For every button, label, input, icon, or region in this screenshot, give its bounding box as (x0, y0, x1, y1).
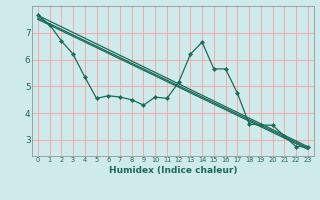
X-axis label: Humidex (Indice chaleur): Humidex (Indice chaleur) (108, 166, 237, 175)
